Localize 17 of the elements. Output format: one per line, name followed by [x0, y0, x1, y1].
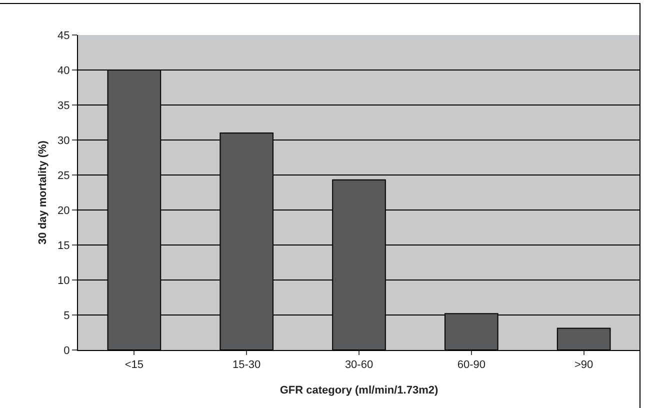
y-tick-label: 30 — [58, 134, 70, 147]
y-tick-label: 20 — [58, 204, 70, 217]
y-tick-label: 35 — [58, 100, 70, 112]
y-tick-label: 25 — [58, 170, 70, 182]
y-tick-label: 0 — [64, 344, 70, 357]
y-axis-title: 30 day mortality (%) — [37, 140, 50, 244]
x-tick-label: <15 — [124, 359, 144, 372]
y-tick-label: 45 — [58, 30, 70, 42]
y-tick-label: 15 — [58, 240, 70, 252]
y-tick-label: 10 — [58, 274, 70, 287]
x-tick-label: >90 — [574, 359, 594, 372]
x-tick-label: 60-90 — [457, 359, 486, 372]
y-tick-label: 5 — [64, 310, 70, 322]
x-tick-label: 15-30 — [232, 359, 261, 372]
x-tick-label: 30-60 — [344, 359, 374, 372]
x-axis-title: GFR category (ml/min/1.73m2) — [280, 384, 438, 396]
y-tick-label: 40 — [58, 64, 70, 77]
